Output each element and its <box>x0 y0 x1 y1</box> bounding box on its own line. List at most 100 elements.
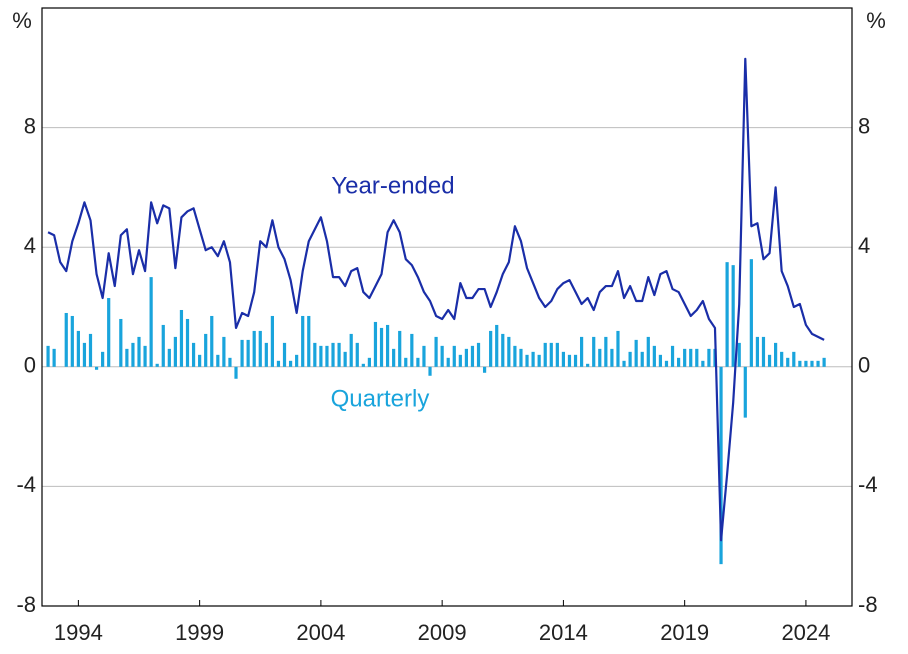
bar <box>458 354 462 367</box>
bar <box>398 330 402 367</box>
y-tick-label-right: 8 <box>858 113 870 138</box>
bar <box>567 354 572 367</box>
bar <box>725 262 729 367</box>
bar <box>404 357 408 367</box>
bar <box>464 348 469 367</box>
bar <box>646 336 650 367</box>
bar <box>440 345 444 367</box>
bar <box>246 339 250 367</box>
bar <box>767 354 772 367</box>
bar <box>191 342 196 367</box>
bar <box>573 354 578 367</box>
bar <box>331 342 335 367</box>
bar <box>131 342 135 367</box>
bar <box>434 336 438 367</box>
bar <box>658 354 663 367</box>
bar <box>822 357 826 367</box>
bar <box>604 336 608 367</box>
bar <box>307 315 311 367</box>
bar <box>707 348 711 367</box>
bar <box>337 342 341 367</box>
bar <box>731 265 735 367</box>
bar <box>410 333 414 367</box>
bar <box>798 360 802 367</box>
bar <box>519 348 523 367</box>
bar <box>252 330 256 367</box>
x-tick-label: 2004 <box>296 620 345 645</box>
bar <box>367 357 371 367</box>
bar <box>155 363 159 367</box>
y-tick-label-left: -4 <box>16 472 36 497</box>
y-tick-label-left: -8 <box>16 592 36 617</box>
bar <box>749 259 753 367</box>
bar <box>258 330 262 367</box>
y-tick-label-left: 0 <box>24 353 36 378</box>
bar <box>446 357 450 367</box>
bar <box>743 366 747 418</box>
y-tick-label-left: 4 <box>24 233 36 258</box>
bar <box>392 348 396 367</box>
bar <box>185 318 190 367</box>
bar <box>161 324 165 367</box>
bar <box>586 363 590 367</box>
bar <box>173 336 177 367</box>
bar <box>537 354 541 367</box>
bar <box>319 345 323 367</box>
bar <box>125 348 129 367</box>
bar <box>476 342 481 367</box>
bar <box>343 351 347 367</box>
bar <box>689 348 693 367</box>
bar <box>222 336 226 367</box>
bar <box>683 348 687 367</box>
y-tick-label-right: -4 <box>858 472 878 497</box>
y-tick-label-right: -8 <box>858 592 878 617</box>
bar <box>507 336 511 367</box>
bar <box>107 298 111 367</box>
bar <box>361 363 365 367</box>
bar <box>780 351 784 367</box>
bar <box>652 345 656 367</box>
bar <box>677 357 681 367</box>
bar <box>719 366 723 565</box>
bar <box>695 348 699 367</box>
bar <box>531 351 535 367</box>
bar <box>555 342 559 367</box>
bar <box>701 360 705 367</box>
bar <box>664 360 669 367</box>
bar <box>282 342 287 367</box>
bar <box>143 345 147 367</box>
bar <box>179 309 184 367</box>
bar <box>561 351 566 367</box>
x-tick-label: 1994 <box>54 620 103 645</box>
bar <box>428 366 432 376</box>
bar <box>628 351 632 367</box>
series-label: Quarterly <box>331 385 430 412</box>
bar <box>88 333 93 367</box>
bar <box>804 360 808 367</box>
x-tick-label: 2009 <box>418 620 467 645</box>
bar <box>355 342 359 367</box>
bar <box>198 354 202 367</box>
bar <box>737 342 741 367</box>
bar <box>228 357 232 367</box>
bar <box>264 342 268 367</box>
x-tick-label: 1999 <box>175 620 224 645</box>
bar <box>761 336 766 367</box>
bar <box>501 333 505 367</box>
bar <box>385 324 390 367</box>
bar <box>495 324 499 367</box>
bar <box>774 342 778 367</box>
bar <box>525 354 529 367</box>
y-tick-label-right: 4 <box>858 233 870 258</box>
x-tick-label: 2024 <box>781 620 830 645</box>
bar <box>82 342 87 367</box>
plot-frame <box>41 7 853 607</box>
bar <box>349 333 353 367</box>
bar <box>379 327 384 367</box>
bar <box>76 330 80 367</box>
line <box>47 57 825 542</box>
bar <box>167 348 171 367</box>
bar <box>792 351 796 367</box>
bar <box>94 366 99 370</box>
